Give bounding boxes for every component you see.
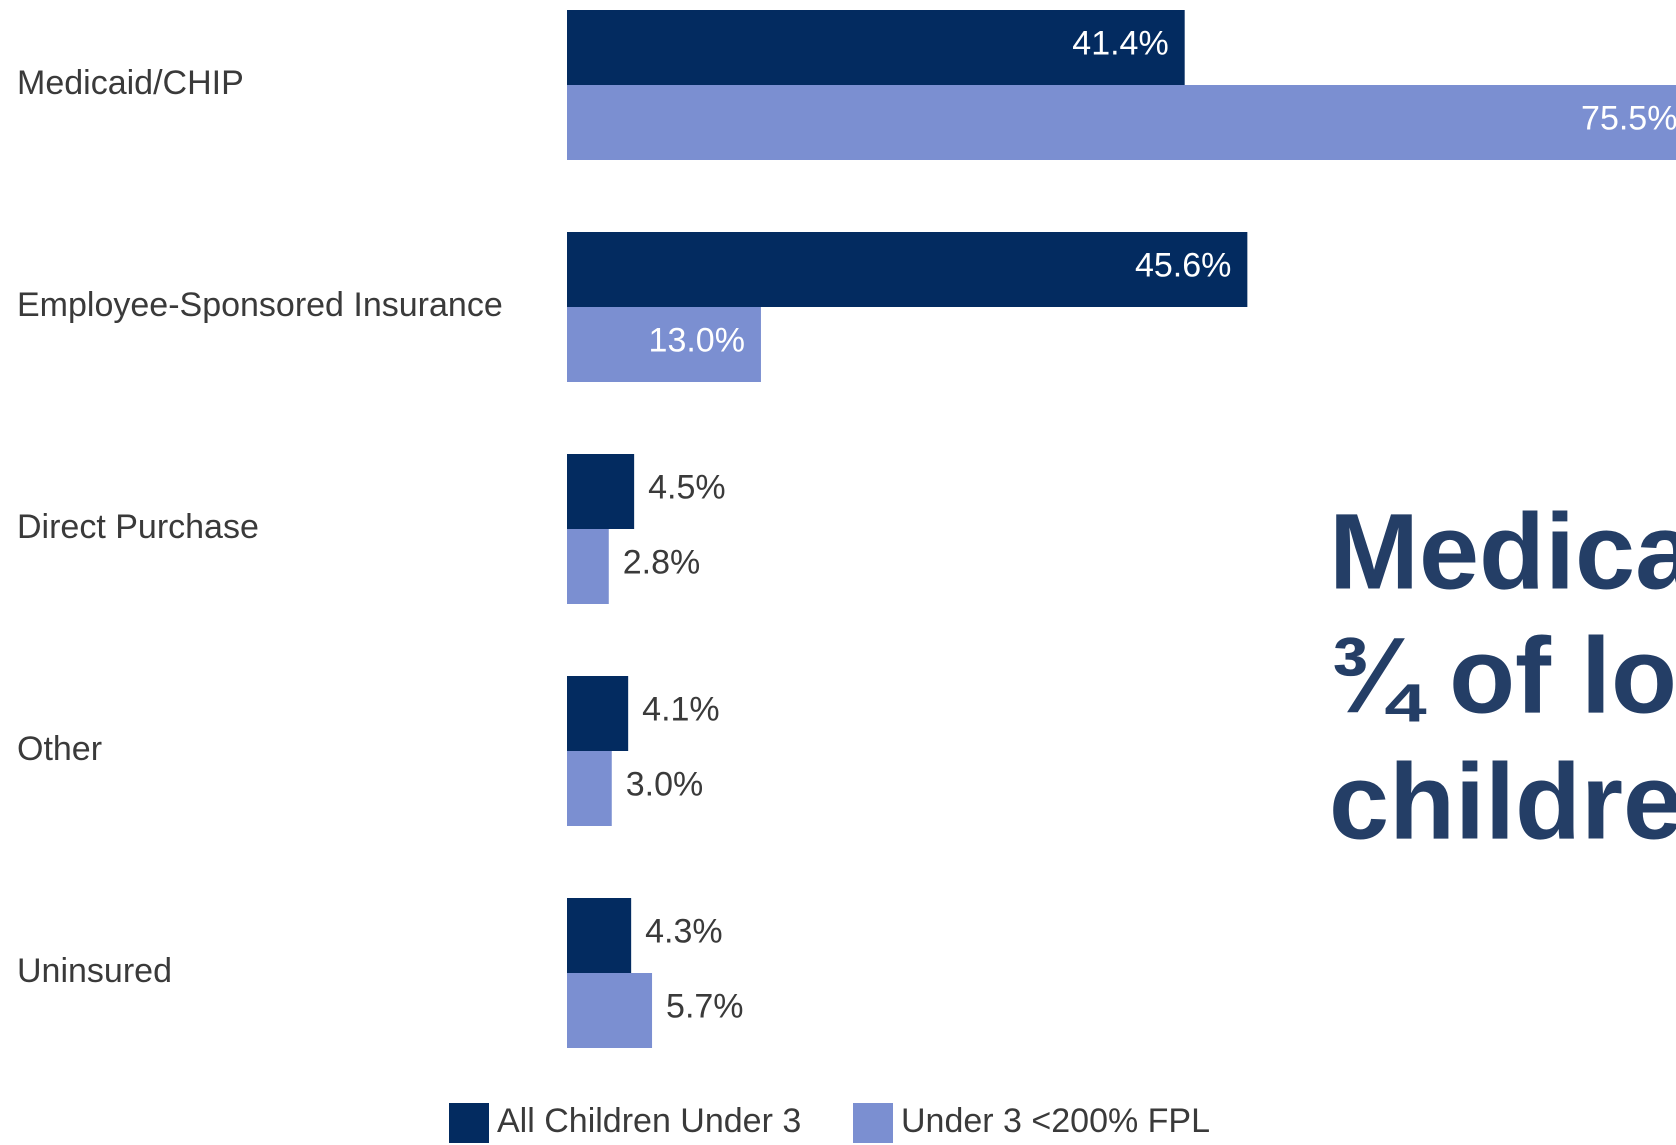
value-label: 13.0% <box>649 321 745 359</box>
value-label: 4.3% <box>645 912 723 950</box>
bar <box>567 85 1676 160</box>
bar <box>567 232 1248 307</box>
value-label: 3.0% <box>626 765 704 803</box>
value-label: 4.5% <box>648 468 726 506</box>
category-label: Employee-Sponsored Insurance <box>17 286 503 324</box>
legend-label: Under 3 <200% FPL <box>901 1102 1210 1140</box>
category-label: Other <box>17 730 102 768</box>
value-label: 2.8% <box>623 543 701 581</box>
bar <box>567 10 1185 85</box>
value-label: 41.4% <box>1072 24 1168 62</box>
category-label: Uninsured <box>17 952 172 990</box>
value-label: 75.5% <box>1581 99 1676 137</box>
legend-label: All Children Under 3 <box>497 1102 801 1140</box>
legend-swatch <box>853 1103 893 1143</box>
category-label: Medicaid/CHIP <box>17 64 244 102</box>
bar <box>567 454 635 529</box>
annotation: ¾ of lo <box>1329 615 1676 736</box>
value-label: 4.1% <box>642 690 720 728</box>
value-label: 45.6% <box>1135 246 1231 284</box>
legend-swatch <box>449 1103 489 1143</box>
bar <box>567 529 609 604</box>
bar <box>567 898 632 973</box>
annotation: childre <box>1329 741 1676 862</box>
bar <box>567 307 761 382</box>
bar <box>567 973 653 1048</box>
category-label: Direct Purchase <box>17 508 259 546</box>
annotation: Medica <box>1329 491 1676 612</box>
bar <box>567 676 629 751</box>
value-label: 5.7% <box>666 987 744 1025</box>
bar <box>567 751 612 826</box>
